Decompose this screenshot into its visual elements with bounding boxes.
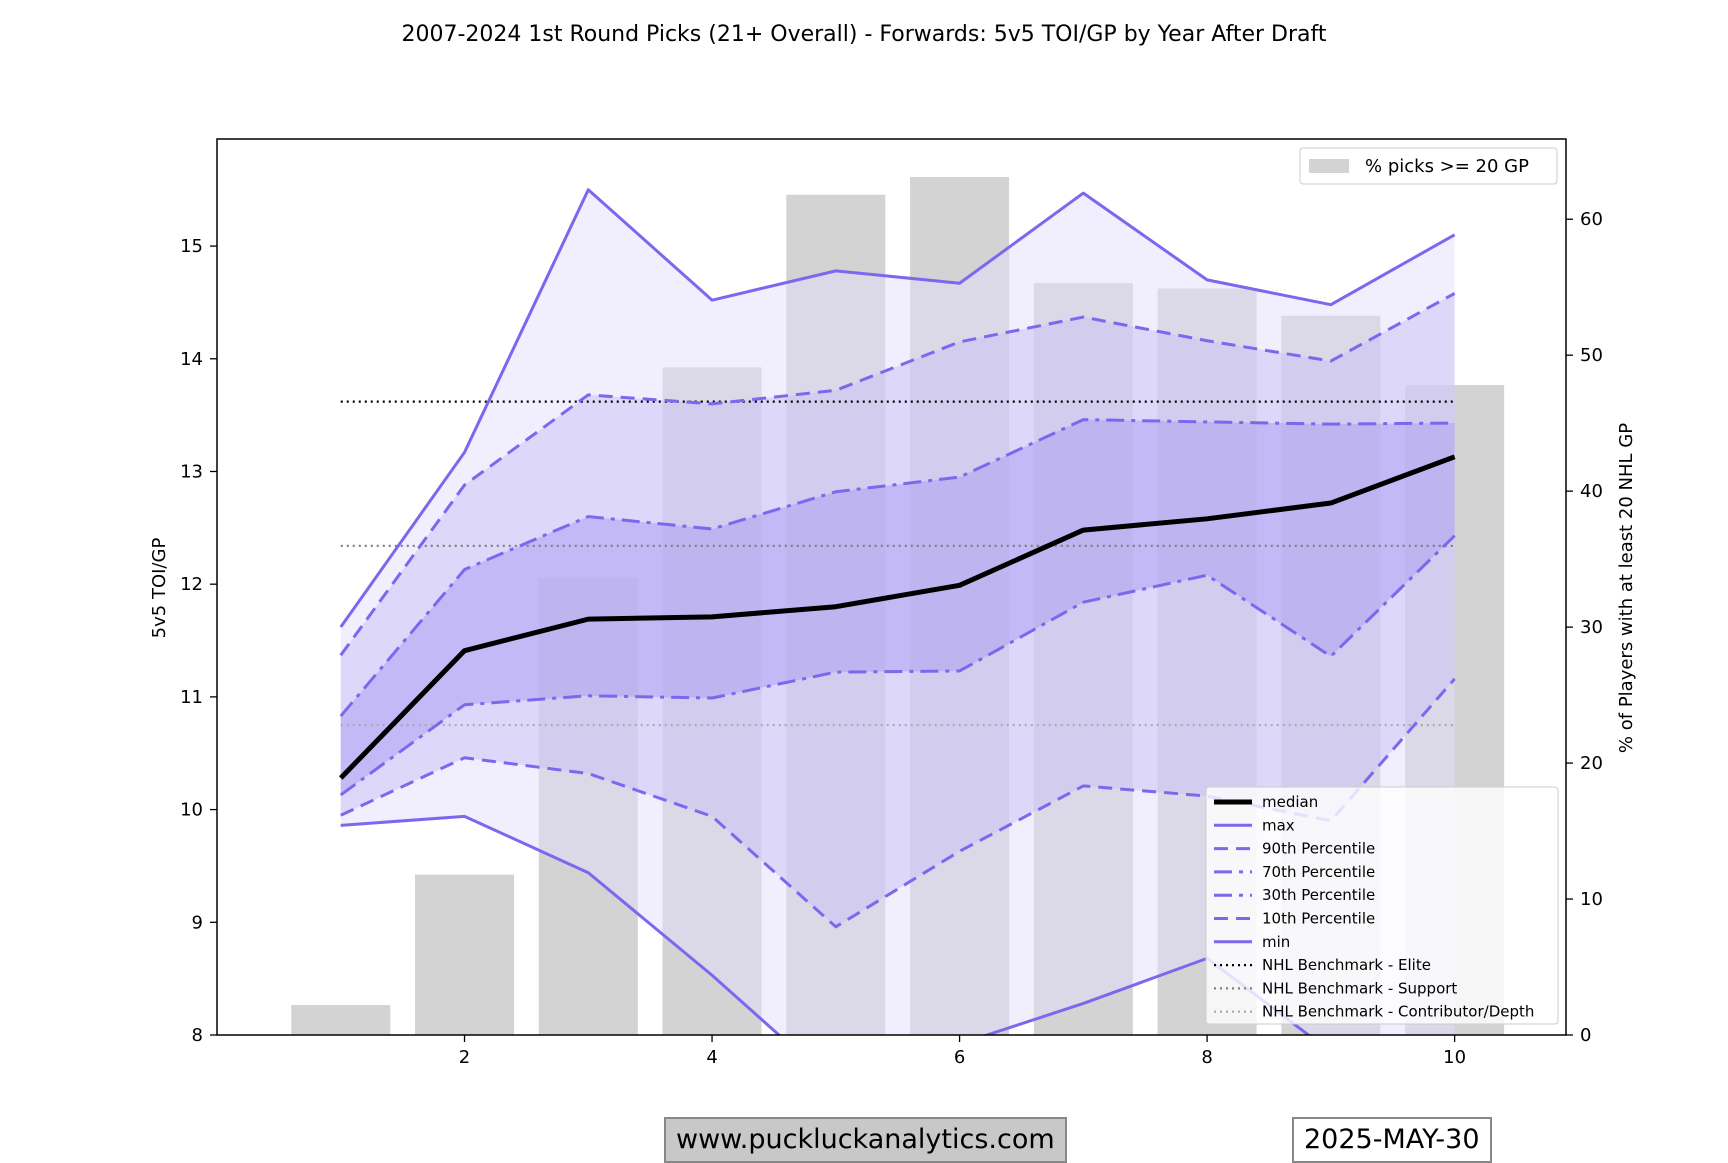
date-badge: 2025-MAY-30 (1292, 1117, 1492, 1163)
series-70th-percentile (339, 418, 1455, 718)
legend-label-70th-percentile: 70th Percentile (1262, 863, 1375, 881)
y2-tick-label: 0 (1580, 1025, 1591, 1046)
legend-label-nhl-benchmark-contributor-depth: NHL Benchmark - Contributor/Depth (1262, 1003, 1534, 1021)
y2-tick-label: 40 (1580, 481, 1603, 502)
y-tick-label: 9 (192, 912, 203, 933)
legend-label-10th-percentile: 10th Percentile (1262, 910, 1375, 928)
line-legend-box (1205, 786, 1559, 1025)
series-90th-percentile (339, 292, 1456, 657)
series-max (339, 188, 1456, 628)
bar-year-2 (415, 874, 515, 1035)
y-tick-label: 14 (180, 349, 203, 370)
y-tick-label: 15 (180, 236, 203, 257)
bar-legend-box (1299, 147, 1558, 185)
legend-label-min: min (1262, 933, 1290, 951)
series-10th-percentile (340, 677, 1456, 929)
y2-tick-label: 30 (1580, 617, 1603, 638)
x-tick-label: 8 (1201, 1047, 1212, 1068)
website-badge: www.puckluckanalytics.com (664, 1117, 1067, 1163)
plot-frame (216, 138, 1567, 1036)
legend-label-max: max (1262, 816, 1295, 834)
x-tick-label: 10 (1443, 1047, 1466, 1068)
y2-tick-label: 10 (1580, 889, 1603, 910)
series-30th-percentile (339, 534, 1456, 797)
y-axis-label: 5v5 TOI/GP (149, 538, 170, 639)
y2-tick-label: 50 (1580, 345, 1603, 366)
bar-year-1 (291, 1005, 391, 1035)
y-tick-label: 8 (192, 1025, 203, 1046)
legend-label-nhl-benchmark-support: NHL Benchmark - Support (1262, 979, 1457, 997)
bar-legend-swatch (1309, 159, 1349, 173)
x-tick-label: 6 (954, 1047, 965, 1068)
y-tick-label: 12 (180, 574, 203, 595)
y2-tick-label: 20 (1580, 753, 1603, 774)
legend-label-90th-percentile: 90th Percentile (1262, 840, 1375, 858)
legend-label-30th-percentile: 30th Percentile (1262, 886, 1375, 904)
series-median (338, 454, 1456, 780)
y-tick-label: 13 (180, 461, 203, 482)
y2-axis-label: % of Players with at least 20 NHL GP (1616, 423, 1637, 753)
band-30-70 (340, 419, 1455, 795)
y2-tick-label: 60 (1580, 209, 1603, 230)
y-tick-label: 10 (180, 800, 203, 821)
legend-label-median: median (1262, 793, 1318, 811)
x-tick-label: 2 (459, 1047, 470, 1068)
chart-title: 2007-2024 1st Round Picks (21+ Overall) … (401, 22, 1326, 47)
bar-legend-label: % picks >= 20 GP (1365, 156, 1529, 177)
x-tick-label: 4 (706, 1047, 717, 1068)
y-tick-label: 11 (180, 687, 203, 708)
legend-label-nhl-benchmark-elite: NHL Benchmark - Elite (1262, 956, 1431, 974)
